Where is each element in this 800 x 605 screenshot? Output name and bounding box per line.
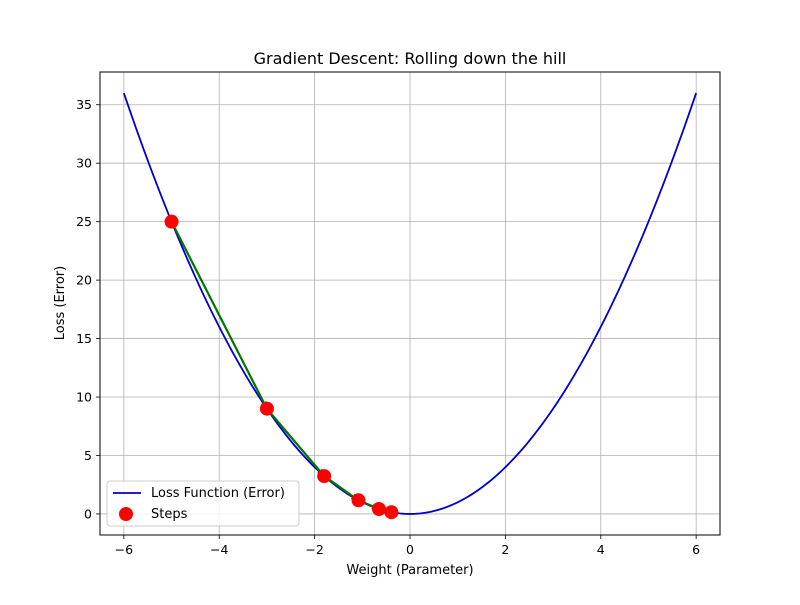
y-axis-label: Loss (Error) — [53, 266, 68, 340]
y-tick-label: 30 — [76, 156, 92, 171]
y-axis-ticks: 0 5 10 15 20 25 30 35 — [76, 97, 100, 521]
y-tick-label: 25 — [76, 214, 92, 229]
x-tick-label: −6 — [115, 542, 133, 557]
chart-title: Gradient Descent: Rolling down the hill — [254, 49, 567, 68]
y-tick-label: 15 — [76, 331, 92, 346]
x-axis-ticks: −6 −4 −2 0 2 4 6 — [115, 535, 700, 557]
step-points-layer — [164, 214, 399, 520]
y-tick-label: 10 — [76, 390, 92, 405]
legend-label-steps: Steps — [151, 507, 188, 522]
legend: Loss Function (Error) Steps — [106, 480, 300, 527]
y-tick-label: 20 — [76, 273, 92, 288]
step-arrow-shaft — [266, 408, 321, 472]
legend-label-loss: Loss Function (Error) — [151, 486, 285, 501]
x-tick-label: −4 — [210, 542, 228, 557]
x-axis-label: Weight (Parameter) — [346, 563, 473, 578]
x-tick-label: 0 — [406, 542, 414, 557]
x-tick-label: 4 — [597, 542, 605, 557]
step-point — [164, 214, 179, 229]
step-point — [317, 469, 332, 484]
x-tick-label: −2 — [305, 542, 323, 557]
step-point — [259, 401, 274, 416]
step-point — [372, 502, 386, 517]
step-point — [384, 505, 399, 520]
x-tick-label: 2 — [501, 542, 509, 557]
legend-box — [106, 480, 300, 527]
loss-curve-layer — [122, 92, 698, 515]
y-tick-label: 5 — [84, 448, 92, 463]
step-point — [351, 493, 366, 508]
y-tick-label: 0 — [84, 506, 92, 521]
step-arrow-shaft — [170, 221, 265, 403]
loss-curve-line — [122, 92, 698, 515]
legend-marker-swatch — [119, 507, 133, 521]
x-tick-label: 6 — [692, 542, 700, 557]
y-tick-label: 35 — [76, 97, 92, 112]
